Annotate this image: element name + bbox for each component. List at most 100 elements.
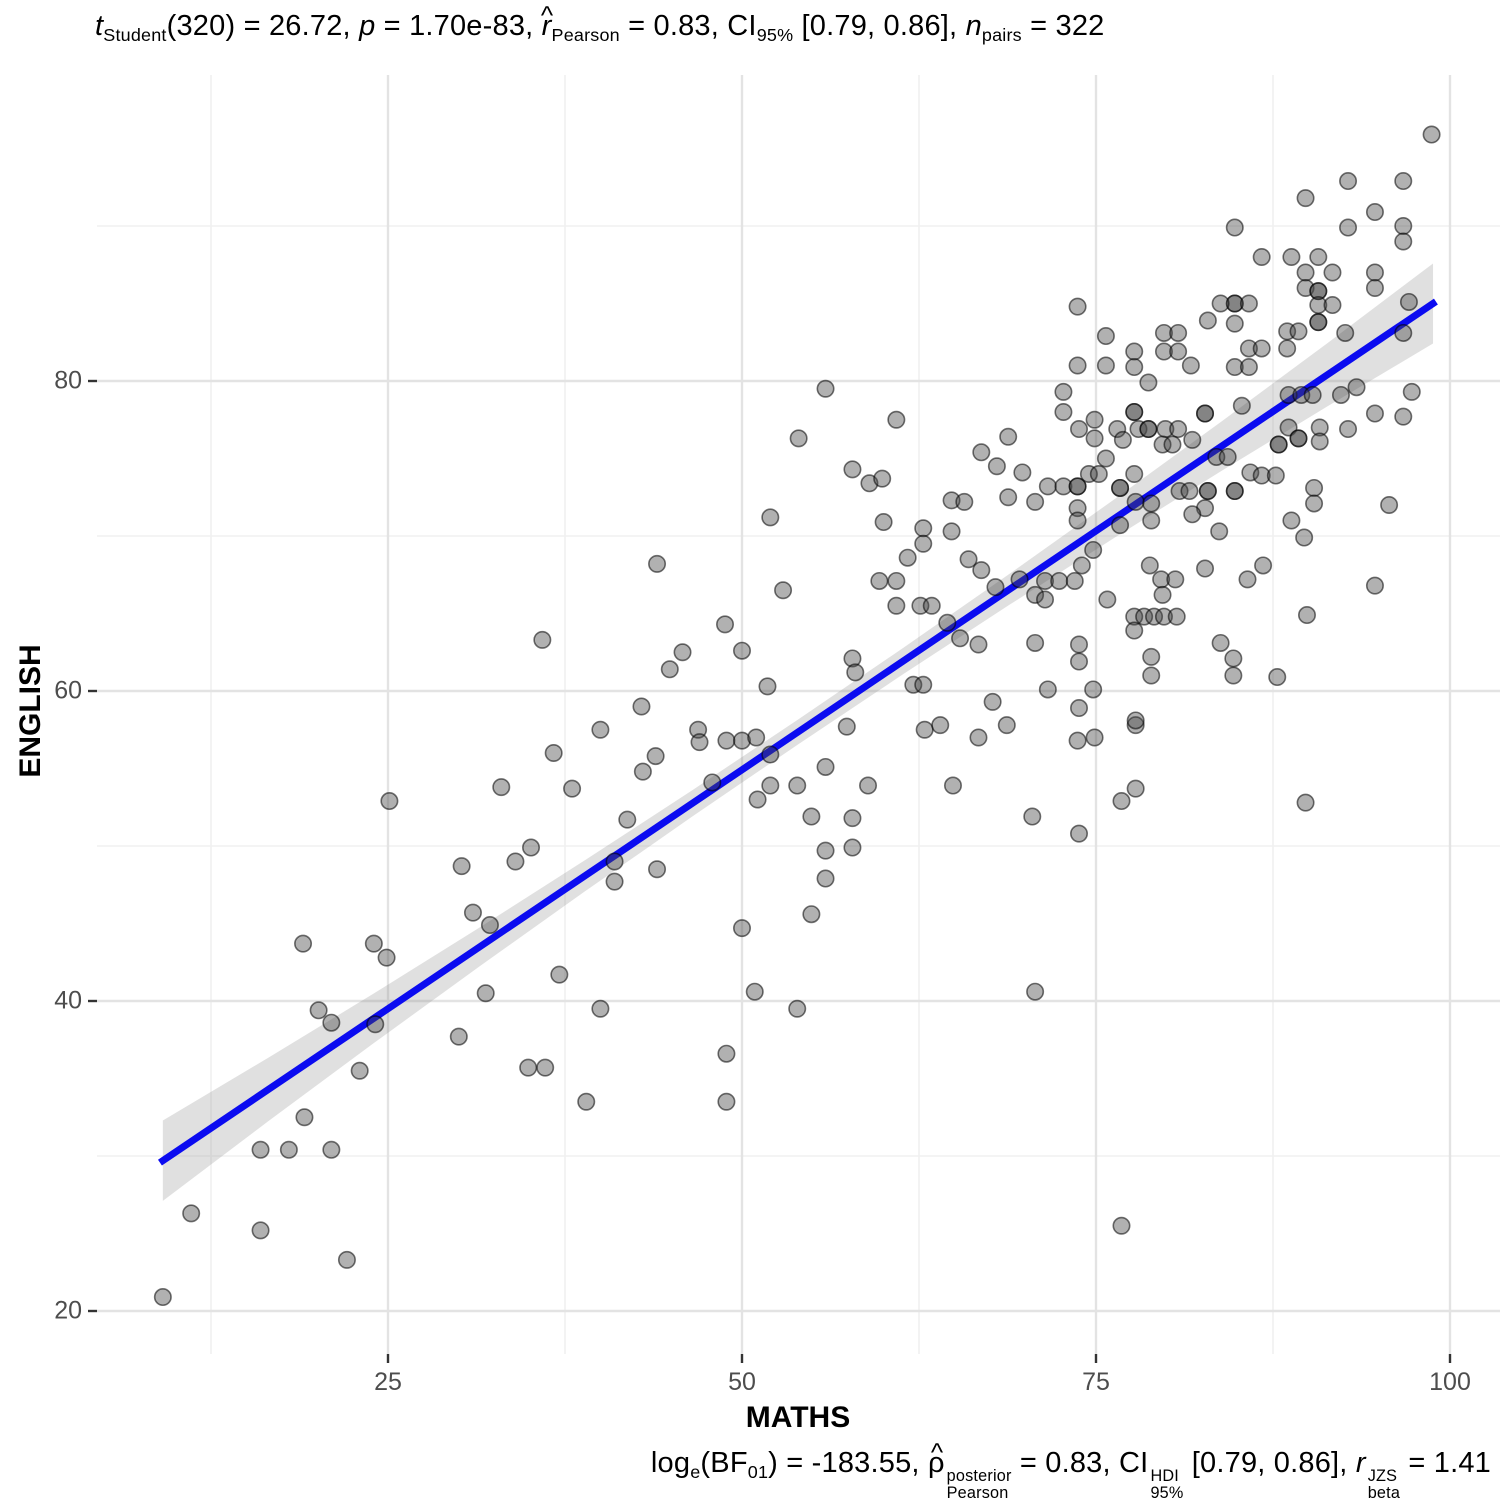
data-point [1365, 576, 1384, 595]
data-point [1183, 505, 1202, 524]
data-point [605, 852, 624, 871]
data-point [887, 596, 906, 615]
data-point [1026, 633, 1045, 652]
data-point [816, 757, 835, 776]
data-point [452, 857, 471, 876]
data-point [761, 745, 780, 764]
text-segment: 1.70e-83 [409, 10, 526, 42]
data-point [969, 728, 988, 747]
data-point [1278, 339, 1297, 358]
data-point [1239, 339, 1258, 358]
data-point [563, 779, 582, 798]
data-point [816, 379, 835, 398]
text-segment: (BF [700, 1447, 748, 1479]
data-point [1225, 294, 1244, 313]
text-segment: p [359, 10, 376, 42]
data-point [1339, 218, 1358, 237]
data-point [1113, 430, 1132, 449]
data-point [1154, 342, 1173, 361]
data-point [1089, 464, 1108, 483]
text-segment: = [1400, 1447, 1434, 1479]
data-point [544, 743, 563, 762]
data-point [788, 999, 807, 1018]
panel-background [97, 75, 1500, 1354]
data-point [1010, 570, 1029, 589]
data-point [1023, 807, 1042, 826]
data-point [1125, 621, 1144, 640]
data-point [1309, 282, 1328, 301]
data-point [294, 934, 313, 953]
data-point [1241, 463, 1260, 482]
data-point [1098, 590, 1117, 609]
data-point [1139, 373, 1158, 392]
data-point [914, 675, 933, 694]
data-point [633, 762, 652, 781]
text-segment: r [1355, 1447, 1366, 1479]
data-point [1295, 528, 1314, 547]
plot-caption: loge(BF01) = -183.55, ^ ρ posterior Pearson… [651, 1437, 1491, 1502]
data-point [1125, 402, 1144, 421]
data-point [1036, 590, 1055, 609]
data-point [673, 643, 692, 662]
data-point [1142, 647, 1161, 666]
data-point [1225, 314, 1244, 333]
data-point [1135, 607, 1154, 626]
data-point [1112, 1216, 1131, 1235]
data-point [802, 807, 821, 826]
data-point [1252, 248, 1271, 267]
data-point [1026, 492, 1045, 511]
data-point [1305, 494, 1324, 513]
data-point [1268, 668, 1287, 687]
text-segment: ^ r [540, 0, 554, 42]
text-segment: Pearson [551, 24, 620, 45]
data-point [618, 810, 637, 829]
data-point [1310, 418, 1329, 437]
data-point [1224, 666, 1243, 685]
data-point [761, 508, 780, 527]
data-point [1310, 432, 1329, 451]
data-point [1305, 478, 1324, 497]
data-point [843, 649, 862, 668]
text-segment: = [235, 10, 269, 42]
data-point [1112, 792, 1131, 811]
data-point [1038, 477, 1057, 496]
data-point [1399, 292, 1418, 311]
data-point [717, 1092, 736, 1111]
data-point [761, 776, 780, 795]
data-point [1129, 420, 1148, 439]
data-point [380, 792, 399, 811]
data-point [983, 692, 1002, 711]
data-point [1085, 429, 1104, 448]
y-axis-title: ENGLISH [14, 644, 47, 778]
data-point [1068, 731, 1087, 750]
data-point [747, 728, 766, 747]
data-point [1070, 699, 1089, 718]
data-point [951, 629, 970, 648]
data-point [251, 1140, 270, 1159]
x-axis-title: MATHS [745, 1401, 851, 1434]
data-point [870, 571, 889, 590]
data-point [577, 1092, 596, 1111]
data-point [1125, 464, 1144, 483]
script-stack: posterior Pearson [946, 1466, 1012, 1502]
data-point [943, 776, 962, 795]
data-point [802, 905, 821, 924]
text-segment: , [342, 10, 360, 42]
data-point [364, 934, 383, 953]
data-point [1126, 492, 1145, 511]
data-point [1072, 556, 1091, 575]
data-point [816, 841, 835, 860]
data-point [789, 429, 808, 448]
data-point [843, 809, 862, 828]
data-point [377, 948, 396, 967]
data-point [1125, 342, 1144, 361]
script-stack: JZS beta [1367, 1466, 1401, 1502]
data-point [1394, 172, 1413, 191]
data-point [1139, 420, 1158, 439]
data-point [1218, 447, 1237, 466]
data-point [1339, 420, 1358, 439]
data-point [632, 697, 651, 716]
data-point [732, 641, 751, 660]
data-point [1125, 607, 1144, 626]
